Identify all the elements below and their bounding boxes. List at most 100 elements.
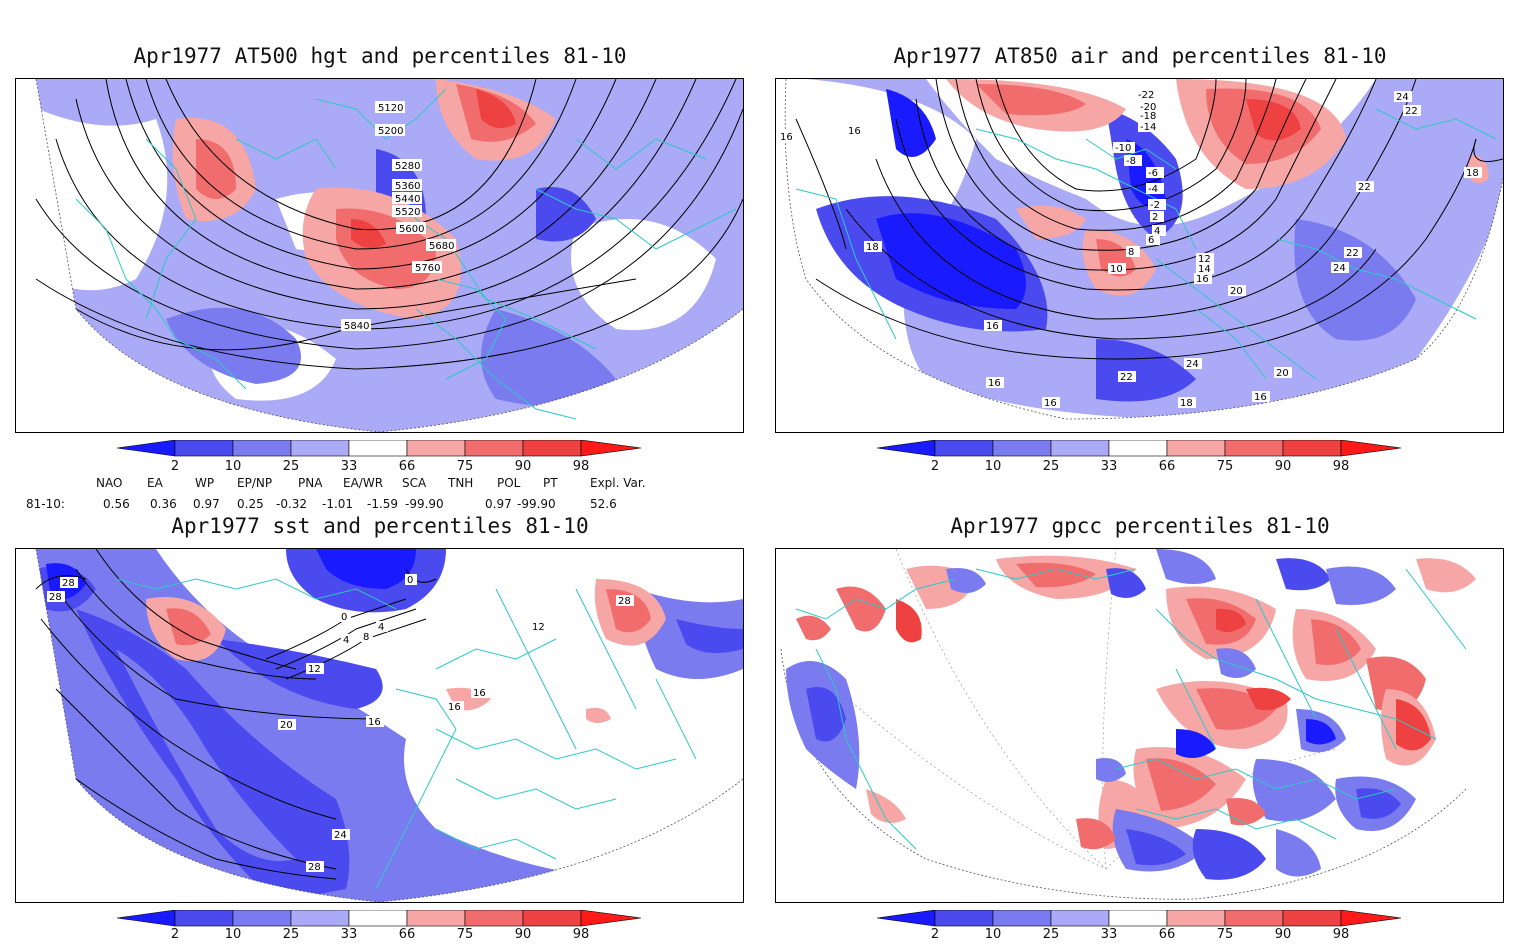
panel-title-sst: Apr1977 sst and percentiles 81-10 — [171, 514, 589, 538]
map-panel-hgt: 5120 5200 5280 5360 5440 5520 5600 5680 … — [15, 78, 744, 433]
contour-label: 12 — [308, 664, 321, 675]
contour-label: 5760 — [415, 263, 440, 274]
contour-label: -20 — [1140, 102, 1156, 113]
contour-label: 5680 — [429, 241, 454, 252]
index-header: EP/NP — [237, 476, 273, 490]
contour-label: 16 — [986, 321, 999, 332]
contour-label: 20 — [280, 720, 293, 731]
contour-label: 24 — [1186, 359, 1199, 370]
index-value: -1.01 — [322, 497, 354, 511]
contour-label: 18 — [866, 242, 879, 253]
index-header: EA — [147, 476, 163, 490]
contour-label: 24 — [1396, 92, 1409, 103]
colorbar-tick: 66 — [1158, 927, 1176, 942]
index-value: 0.56 — [103, 497, 130, 511]
colorbar-4: 2 10 25 33 66 75 90 98 — [876, 909, 1407, 950]
contour-label: 8 — [363, 632, 369, 643]
contour-label: 20 — [1230, 286, 1243, 297]
contour-label: 16 — [473, 688, 486, 699]
contour-label: 24 — [334, 830, 347, 841]
index-header: PT — [543, 476, 558, 490]
contour-label: 16 — [988, 378, 1001, 389]
contour-label: 8 — [1128, 247, 1134, 258]
contour-label: 16 — [848, 126, 861, 137]
index-header: NAO — [96, 476, 123, 490]
panel-title-air: Apr1977 AT850 air and percentiles 81-10 — [893, 44, 1387, 68]
contour-label: 4 — [378, 622, 384, 633]
contour-label: 0 — [407, 575, 413, 586]
contour-label: 18 — [1466, 168, 1479, 179]
colorbar-tick: 90 — [1274, 927, 1292, 942]
contour-label: 5840 — [344, 321, 369, 332]
colorbar-tick: 2 — [170, 459, 180, 474]
colorbar-tick: 90 — [514, 927, 532, 942]
contour-label: 12 — [532, 622, 545, 633]
index-value: -99.90 — [517, 497, 556, 511]
contour-label: 14 — [1198, 264, 1211, 275]
index-value: 0.97 — [485, 497, 512, 511]
contour-label: 4 — [343, 635, 349, 646]
contour-label: 5200 — [378, 126, 403, 137]
contour-label: -18 — [1140, 111, 1156, 122]
colorbar-tick: 75 — [456, 927, 474, 942]
colorbar-tick: 10 — [984, 459, 1002, 474]
index-value: 52.6 — [590, 497, 617, 511]
contour-label: 5360 — [395, 181, 420, 192]
contour-label: 24 — [1333, 263, 1346, 274]
colorbar-tick: 33 — [340, 459, 358, 474]
contour-label: 2 — [1152, 212, 1158, 223]
colorbar-tick: 75 — [1216, 927, 1234, 942]
index-header: SCA — [402, 476, 427, 490]
contour-label: 5440 — [395, 194, 420, 205]
contour-label: 16 — [1044, 398, 1057, 409]
contour-label: -22 — [1138, 90, 1154, 101]
colorbar-tick: 10 — [984, 927, 1002, 942]
colorbar-tick: 75 — [1216, 459, 1234, 474]
contour-label: 18 — [1180, 398, 1193, 409]
colorbar-tick: 10 — [224, 927, 242, 942]
colorbar-tick: 98 — [1332, 459, 1350, 474]
index-value: -1.59 — [367, 497, 399, 511]
colorbar-tick: 33 — [1100, 927, 1118, 942]
contour-label: 5600 — [399, 224, 424, 235]
panel-title-hgt: Apr1977 AT500 hgt and percentiles 81-10 — [133, 44, 627, 68]
index-header: Expl. Var. — [590, 476, 646, 490]
colorbar-tick: 98 — [1332, 927, 1350, 942]
colorbar-tick: 66 — [398, 459, 416, 474]
index-header: POL — [497, 476, 521, 490]
colorbar-tick: 2 — [930, 927, 940, 942]
contour-label: 22 — [1120, 372, 1133, 383]
contour-label: 22 — [1358, 182, 1371, 193]
colorbar-tick: 25 — [1042, 927, 1060, 942]
contour-label: 28 — [308, 862, 321, 873]
contour-label: 6 — [1148, 235, 1154, 246]
index-value: 0.97 — [193, 497, 220, 511]
colorbar-2: 2 10 25 33 66 75 90 98 — [876, 439, 1407, 480]
index-header: EA/WR — [343, 476, 384, 490]
contour-label: 22 — [1405, 106, 1418, 117]
colorbar-tick: 33 — [340, 927, 358, 942]
contour-label: 10 — [1110, 264, 1123, 275]
colorbar-tick: 75 — [456, 459, 474, 474]
map-panel-sst: 28 28 0 0 4 4 8 12 16 16 16 20 24 28 12 … — [15, 548, 744, 903]
contour-label: -14 — [1140, 122, 1156, 133]
index-value: -0.32 — [276, 497, 308, 511]
colorbar-tick: 33 — [1100, 459, 1118, 474]
map-panel-gpcc — [775, 548, 1504, 903]
contour-label: -4 — [1148, 184, 1158, 195]
index-value: 0.36 — [150, 497, 177, 511]
contour-label: 16 — [1196, 274, 1209, 285]
colorbar-tick: 10 — [224, 459, 242, 474]
colorbar-tick: 66 — [1158, 459, 1176, 474]
map-panel-air: -22 -20 -18 -14 -10 -8 -6 -4 -2 2 4 6 8 … — [775, 78, 1504, 433]
colorbar-tick: 90 — [1274, 459, 1292, 474]
contour-label: 16 — [448, 702, 461, 713]
contour-label: 0 — [341, 612, 347, 623]
panel-title-gpcc: Apr1977 gpcc percentiles 81-10 — [950, 514, 1330, 538]
colorbar-tick: 25 — [282, 459, 300, 474]
contour-label: 5520 — [395, 207, 420, 218]
colorbar-tick: 98 — [572, 459, 590, 474]
colorbar-tick: 98 — [572, 927, 590, 942]
colorbar-tick: 2 — [930, 459, 940, 474]
contour-label: -10 — [1115, 143, 1131, 154]
